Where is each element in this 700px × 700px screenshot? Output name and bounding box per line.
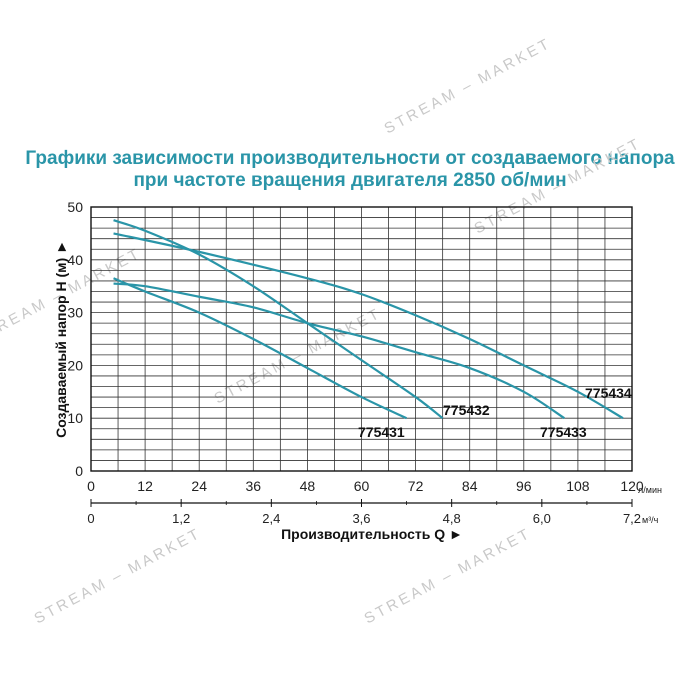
secondary-tick-label: 0 xyxy=(87,511,94,526)
secondary-tick-label: 1,2 xyxy=(172,511,190,526)
x-tick-label: 60 xyxy=(354,478,370,494)
x-tick-label: 72 xyxy=(408,478,424,494)
secondary-tick-label: 2,4 xyxy=(262,511,280,526)
series-label-775431: 775431 xyxy=(358,424,405,440)
y-tick-label: 50 xyxy=(67,199,83,215)
series-label-775432: 775432 xyxy=(443,402,490,418)
x-tick-label: 108 xyxy=(566,478,590,494)
curve-775431 xyxy=(113,277,408,420)
x-tick-label: 36 xyxy=(246,478,262,494)
plot-frame xyxy=(90,206,633,472)
y-tick-label: 0 xyxy=(75,463,83,479)
x-tick-label: 48 xyxy=(300,478,316,494)
x-tick-label: 24 xyxy=(191,478,207,494)
x-tick-label: 120 xyxy=(620,478,644,494)
secondary-tick-label: 6,0 xyxy=(533,511,551,526)
y-tick-label: 40 xyxy=(67,252,83,268)
curve-775434 xyxy=(113,232,624,420)
secondary-unit-label: м³/ч xyxy=(642,515,659,525)
x-tick-label: 0 xyxy=(87,478,95,494)
watermark-text: STREAM – MARKET xyxy=(471,135,644,238)
x-tick-label: 12 xyxy=(137,478,153,494)
x-tick-label: 96 xyxy=(516,478,532,494)
chart-title-line-2: при частоте вращения двигателя 2850 об/м… xyxy=(133,170,567,191)
series-label-775434: 775434 xyxy=(585,385,632,401)
chart-title-line-1: Графики зависимости производительности о… xyxy=(25,148,675,169)
x-tick-label: 84 xyxy=(462,478,478,494)
chart-title: Графики зависимости производительности о… xyxy=(0,148,700,192)
watermark-text: STREAM – MARKET xyxy=(381,35,554,138)
series-label-775433: 775433 xyxy=(540,424,587,440)
curve-775432 xyxy=(113,219,444,420)
y-tick-label: 10 xyxy=(67,410,83,426)
x-unit-label: л/мин xyxy=(638,485,662,495)
curve-775433 xyxy=(113,282,565,420)
y-axis-label: Создаваемый напор H (м) ► xyxy=(53,240,69,438)
secondary-tick-label: 3,6 xyxy=(352,511,370,526)
y-tick-label: 30 xyxy=(67,305,83,321)
curves: 775431 775432 775433 775434 xyxy=(113,219,632,440)
y-tick-label: 20 xyxy=(67,357,83,373)
secondary-tick-label: 4,8 xyxy=(443,511,461,526)
watermark-text: STREAM – MARKET xyxy=(31,525,204,628)
secondary-tick-label: 7,2 xyxy=(623,511,641,526)
secondary-x-axis: 0 1,2 2,4 3,6 4,8 6,0 7,2 м³/ч xyxy=(87,499,659,526)
x-axis-label: Производительность Q ► xyxy=(281,526,463,542)
